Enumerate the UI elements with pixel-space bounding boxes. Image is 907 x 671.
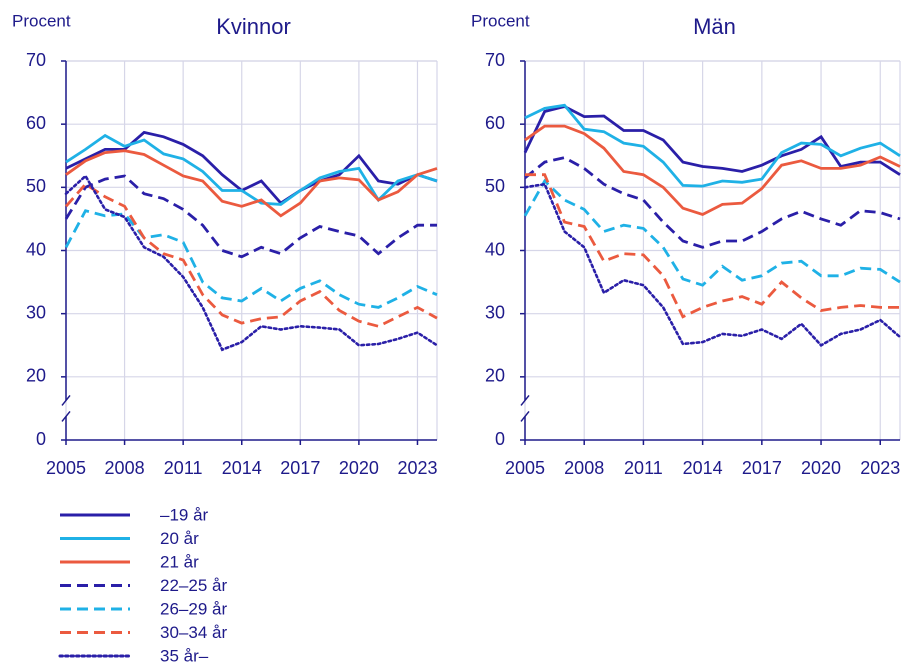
- axis-break: [61, 410, 71, 422]
- y-tick-label: 40: [26, 239, 46, 259]
- x-tick-label: 2020: [801, 458, 841, 478]
- series-line: [64, 209, 438, 309]
- series-line: [524, 103, 901, 188]
- x-tick-label: 2017: [742, 458, 782, 478]
- series-line: [523, 105, 901, 176]
- x-tick-label: 2014: [683, 458, 723, 478]
- y-tick-label: 0: [36, 429, 46, 449]
- y-tick-label: 20: [485, 366, 505, 386]
- legend-label: 22–25 år: [160, 576, 227, 595]
- legend-label: 21 år: [160, 552, 199, 571]
- x-tick-label: 2005: [505, 458, 545, 478]
- y-tick-label: 70: [26, 50, 46, 70]
- y-axis-label: Procent: [12, 11, 71, 30]
- y-tick-label: 20: [26, 366, 46, 386]
- x-tick-label: 2005: [46, 458, 86, 478]
- x-tick-label: 2014: [222, 458, 262, 478]
- legend-label: 30–34 år: [160, 623, 227, 642]
- series-line: [64, 182, 438, 328]
- axis-break: [61, 394, 71, 406]
- axis-break: [520, 410, 530, 422]
- legend-label: 26–29 år: [160, 599, 227, 618]
- series-line: [65, 149, 438, 218]
- series-line: [64, 174, 437, 259]
- y-tick-label: 60: [26, 113, 46, 133]
- legend-label: 20 år: [160, 529, 199, 548]
- series-line: [524, 124, 901, 217]
- y-tick-label: 30: [485, 302, 505, 322]
- chart-title: Kvinnor: [216, 14, 291, 39]
- y-tick-label: 0: [495, 429, 505, 449]
- y-tick-label: 70: [485, 50, 505, 70]
- x-tick-label: 2008: [564, 458, 604, 478]
- y-tick-label: 40: [485, 239, 505, 259]
- legend: –19 år 20 år 21 år 22–25 år 26–29 år 30–34 år…: [58, 505, 227, 665]
- y-tick-label: 60: [485, 113, 505, 133]
- series-line: [523, 182, 902, 347]
- series-line: [64, 173, 439, 352]
- series-line: [65, 130, 438, 205]
- axis-break: [520, 394, 530, 406]
- series-line: [525, 173, 900, 319]
- x-tick-label: 2008: [105, 458, 145, 478]
- y-tick-label: 50: [26, 176, 46, 196]
- panel: Procent Män 0 20 30 40 50 60 70 2005 2008 2011 2014 2…: [471, 11, 902, 478]
- y-axis-label: Procent: [471, 11, 530, 30]
- x-tick-label: 2023: [860, 458, 900, 478]
- series-line: [65, 133, 438, 206]
- legend-label: –19 år: [160, 505, 209, 524]
- x-tick-label: 2011: [624, 458, 663, 478]
- chart-title: Män: [693, 14, 736, 39]
- x-tick-label: 2020: [339, 458, 379, 478]
- series-line: [524, 156, 901, 249]
- x-tick-label: 2017: [280, 458, 320, 478]
- legend-label: 35 år–: [160, 646, 209, 665]
- series-line: [523, 178, 901, 287]
- y-tick-label: 30: [26, 302, 46, 322]
- x-tick-label: 2023: [397, 458, 437, 478]
- x-tick-label: 2011: [164, 458, 203, 478]
- y-tick-label: 50: [485, 176, 505, 196]
- panel: Procent Kvinnor 0 20 30 40 50 60 70 2005 2008 2011 2…: [12, 11, 439, 478]
